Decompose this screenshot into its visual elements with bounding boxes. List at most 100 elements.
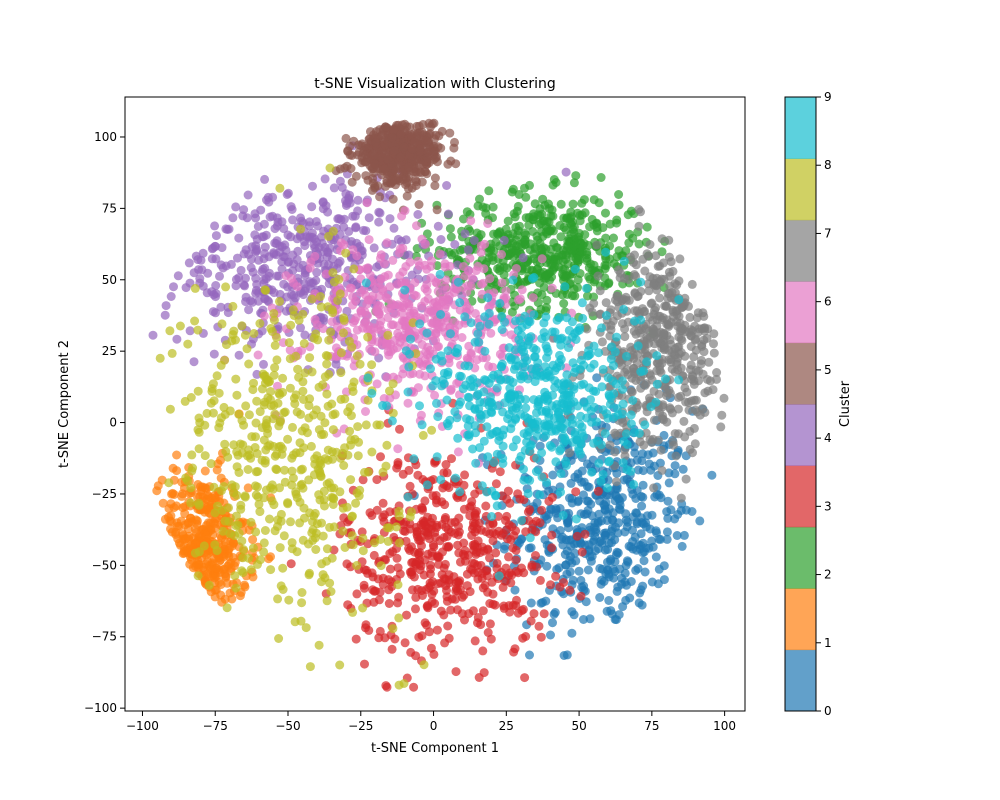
scatter-point: [381, 461, 391, 471]
scatter-point: [316, 302, 326, 312]
scatter-point: [194, 265, 204, 275]
scatter-point: [403, 492, 413, 502]
scatter-point: [481, 203, 491, 213]
scatter-point: [265, 514, 274, 524]
scatter-point: [540, 535, 550, 545]
scatter-point: [477, 279, 486, 289]
scatter-point: [664, 252, 674, 262]
scatter-point: [400, 638, 410, 648]
scatter-point: [580, 529, 590, 539]
scatter-point: [338, 448, 348, 458]
scatter-point: [193, 325, 203, 335]
scatter-point: [307, 294, 317, 304]
scatter-point: [670, 461, 680, 471]
scatter-point: [585, 222, 595, 232]
scatter-point: [458, 384, 468, 394]
scatter-point: [353, 422, 363, 432]
scatter-point: [322, 389, 332, 399]
scatter-point: [246, 517, 256, 527]
x-tick-label: −100: [126, 719, 159, 733]
scatter-point: [216, 302, 226, 312]
y-tick-label: −50: [92, 558, 117, 572]
scatter-point: [621, 509, 631, 519]
scatter-point: [575, 210, 585, 220]
scatter-point: [405, 369, 415, 379]
scatter-point: [268, 484, 278, 494]
scatter-point: [269, 288, 279, 298]
scatter-point: [525, 650, 534, 660]
scatter-point: [510, 345, 520, 355]
scatter-point: [479, 668, 489, 678]
scatter-point: [278, 563, 288, 573]
scatter-point: [638, 480, 648, 490]
scatter-point: [569, 222, 579, 232]
scatter-point: [529, 254, 539, 264]
scatter-point: [633, 341, 643, 351]
scatter-point: [202, 408, 212, 418]
scatter-point: [341, 133, 351, 143]
scatter-point: [191, 515, 201, 525]
scatter-point: [664, 235, 674, 245]
scatter-point: [450, 347, 460, 357]
scatter-point: [259, 232, 269, 242]
scatter-point: [350, 211, 360, 221]
scatter-point: [352, 561, 362, 570]
scatter-point: [666, 505, 676, 515]
scatter-point: [695, 516, 705, 526]
scatter-point: [551, 457, 561, 467]
scatter-point: [403, 387, 413, 397]
scatter-point: [592, 373, 602, 383]
scatter-point: [547, 492, 557, 502]
scatter-point: [439, 468, 449, 478]
scatter-point: [207, 386, 217, 396]
scatter-point: [333, 296, 343, 305]
scatter-point: [562, 214, 572, 224]
scatter-point: [231, 374, 241, 384]
colorbar-segment-9: [785, 97, 816, 159]
scatter-point: [310, 315, 320, 324]
scatter-point: [513, 608, 523, 618]
scatter-point: [501, 563, 511, 573]
scatter-point: [271, 464, 281, 474]
scatter-point: [304, 413, 314, 423]
scatter-point: [559, 578, 569, 587]
scatter-point: [351, 498, 361, 508]
scatter-point: [395, 337, 405, 347]
scatter-point: [194, 498, 204, 508]
scatter-point: [236, 265, 246, 275]
scatter-point: [373, 181, 383, 191]
scatter-point: [193, 480, 203, 489]
scatter-point: [404, 362, 414, 372]
scatter-point: [399, 526, 409, 536]
scatter-point: [476, 248, 486, 257]
scatter-point: [598, 470, 608, 479]
scatter-point: [584, 545, 594, 555]
scatter-point: [260, 526, 270, 535]
scatter-point: [450, 594, 460, 604]
scatter-point: [561, 560, 571, 570]
scatter-point: [324, 369, 334, 379]
scatter-point: [564, 400, 574, 410]
scatter-point: [421, 135, 431, 145]
scatter-point: [596, 476, 606, 486]
scatter-point: [634, 540, 644, 550]
scatter-point: [469, 236, 479, 245]
scatter-point: [445, 415, 455, 425]
scatter-point: [388, 379, 398, 389]
scatter-point: [460, 470, 470, 480]
scatter-point: [571, 363, 581, 373]
scatter-point: [327, 493, 337, 502]
scatter-point: [452, 284, 462, 294]
scatter-point: [592, 417, 602, 427]
scatter-point: [637, 600, 647, 610]
scatter-point: [160, 310, 170, 320]
scatter-point: [352, 589, 362, 599]
scatter-point: [534, 399, 544, 409]
scatter-point: [440, 514, 450, 524]
scatter-point: [209, 482, 219, 492]
scatter-point: [300, 368, 310, 378]
scatter-point: [548, 360, 558, 370]
scatter-point: [455, 245, 465, 255]
scatter-point: [546, 505, 556, 515]
colorbar-tick-label: 0: [824, 704, 832, 718]
